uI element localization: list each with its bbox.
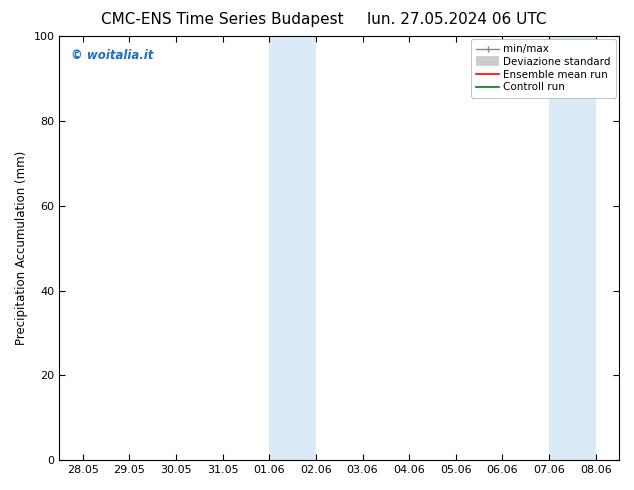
Bar <box>573 36 596 460</box>
Y-axis label: Precipitation Accumulation (mm): Precipitation Accumulation (mm) <box>15 151 28 345</box>
Text: CMC-ENS Time Series Budapest: CMC-ENS Time Series Budapest <box>101 12 343 27</box>
Text: lun. 27.05.2024 06 UTC: lun. 27.05.2024 06 UTC <box>366 12 547 27</box>
Bar <box>269 36 292 460</box>
Bar <box>292 36 316 460</box>
Legend: min/max, Deviazione standard, Ensemble mean run, Controll run: min/max, Deviazione standard, Ensemble m… <box>471 39 616 98</box>
Bar <box>549 36 573 460</box>
Text: © woitalia.it: © woitalia.it <box>70 49 153 62</box>
